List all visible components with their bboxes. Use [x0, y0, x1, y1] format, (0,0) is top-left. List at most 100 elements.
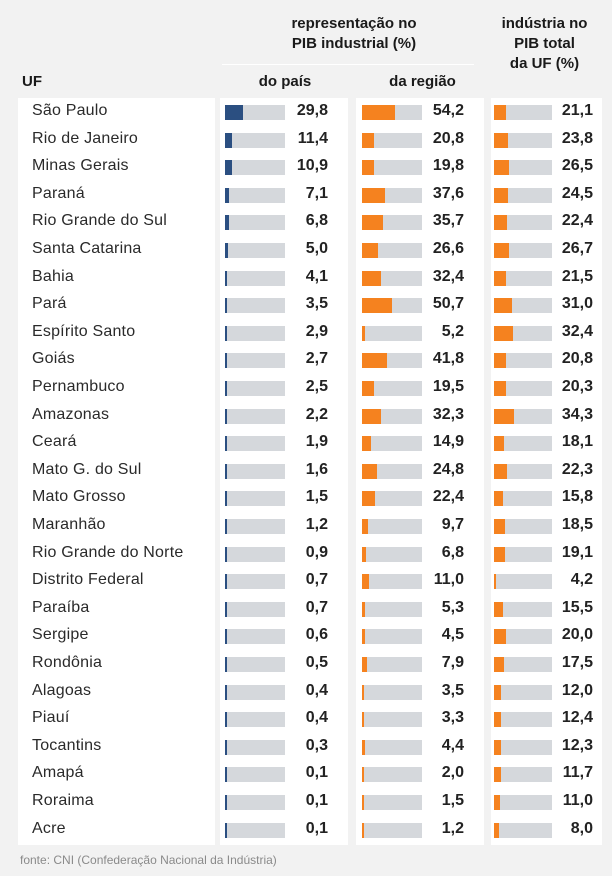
state-name: Tocantins — [32, 736, 102, 754]
value-label-industria: 11,7 — [562, 764, 593, 782]
bar-regiao — [362, 436, 371, 452]
bar-track-industria — [494, 270, 552, 286]
bar-industria — [494, 712, 502, 728]
bar-pais — [225, 132, 232, 148]
state-name: Amazonas — [32, 405, 110, 423]
bar-track-pais — [225, 160, 285, 176]
bar-track-industria — [494, 463, 552, 479]
state-name: Rio de Janeiro — [32, 129, 138, 147]
header-group-title-line2: PIB industrial (%) — [291, 35, 417, 52]
bar-track-pais — [225, 132, 285, 148]
header-group-title-line1: representação no — [291, 15, 417, 32]
column-bg-uf — [18, 98, 215, 845]
state-name: Distrito Federal — [32, 571, 144, 589]
bar-regiao — [362, 822, 364, 838]
bar-industria — [494, 519, 505, 534]
state-name: Roraima — [32, 792, 94, 809]
bar-regiao — [362, 574, 369, 590]
bar-track-industria — [494, 160, 552, 176]
bar-pais — [225, 795, 227, 810]
value-label-industria: 21,1 — [561, 102, 593, 119]
bar-regiao — [362, 270, 382, 286]
value-label-industria: 17,5 — [561, 654, 593, 671]
table-row: Amazonas 2,2 32,3 34,3 — [0, 402, 612, 430]
table-row: Maranhão 1,2 9,7 18,5 — [0, 512, 612, 540]
bar-track-regiao — [362, 629, 422, 645]
bar-regiao — [362, 629, 365, 645]
bar-pais — [225, 519, 227, 534]
bar-pais — [225, 408, 227, 424]
bar-track-regiao — [362, 712, 422, 728]
bar-pais — [225, 436, 227, 452]
state-name: Goiás — [32, 350, 75, 368]
value-label-pais: 2,7 — [305, 350, 328, 368]
bar-track-pais — [225, 684, 285, 700]
bar-track-pais — [225, 712, 285, 728]
state-name: Sergipe — [32, 626, 89, 644]
bar-track-pais — [225, 436, 285, 452]
value-label-industria: 26,5 — [561, 157, 593, 175]
table-row: Paraíba 0,7 5,3 15,5 — [0, 595, 612, 623]
bar-track-pais — [225, 353, 285, 369]
bar-regiao — [362, 795, 364, 810]
value-label-industria: 23,8 — [561, 129, 593, 147]
value-label-industria: 19,1 — [561, 543, 593, 561]
value-label-pais: 0,1 — [305, 792, 328, 809]
bar-pais — [225, 463, 227, 479]
header-col-industria-line2: PIB total — [514, 35, 575, 52]
bar-track-regiao — [362, 436, 422, 452]
bar-track-regiao — [362, 243, 422, 258]
value-label-industria: 21,5 — [561, 267, 593, 285]
state-name: São Paulo — [32, 102, 108, 119]
bar-track-pais — [225, 491, 285, 507]
bar-industria — [494, 684, 501, 700]
table-row: Piauí 0,4 3,3 12,4 — [0, 705, 612, 733]
value-label-pais: 0,9 — [305, 543, 328, 561]
value-label-regiao: 7,9 — [441, 654, 464, 671]
value-label-industria: 15,8 — [561, 488, 593, 506]
bar-track-industria — [494, 795, 552, 810]
value-label-pais: 0,4 — [305, 709, 328, 727]
bar-regiao — [362, 739, 365, 755]
value-label-industria: 24,5 — [561, 184, 593, 202]
value-label-regiao: 5,2 — [441, 322, 464, 340]
bar-track-industria — [494, 574, 552, 590]
bar-track-pais — [225, 795, 285, 810]
bar-track-pais — [225, 243, 285, 258]
value-label-pais: 3,5 — [305, 295, 328, 313]
state-name: Ceará — [32, 433, 77, 451]
bar-industria — [494, 215, 507, 231]
value-label-industria: 11,0 — [562, 792, 593, 809]
bar-track-pais — [225, 767, 285, 783]
state-name: Rio Grande do Sul — [32, 212, 168, 230]
bar-industria — [494, 436, 505, 452]
table-row: Tocantins 0,3 4,4 12,3 — [0, 733, 612, 761]
header-group-title: representação no PIB industrial (%) — [225, 14, 483, 54]
value-label-regiao: 5,3 — [441, 598, 464, 616]
bar-track-industria — [494, 491, 552, 507]
bar-track-industria — [494, 243, 552, 258]
bar-pais — [225, 657, 227, 672]
bar-track-regiao — [362, 105, 422, 120]
bar-track-industria — [494, 132, 552, 148]
value-label-pais: 4,1 — [305, 267, 328, 285]
value-label-pais: 11,4 — [297, 129, 328, 147]
value-label-regiao: 3,5 — [441, 681, 464, 699]
value-label-industria: 22,3 — [561, 460, 593, 478]
value-label-pais: 0,7 — [305, 571, 328, 589]
bar-pais — [225, 215, 230, 231]
bar-track-regiao — [362, 657, 422, 672]
value-label-regiao: 19,8 — [432, 157, 464, 175]
bar-industria — [494, 822, 499, 838]
bar-track-regiao — [362, 795, 422, 810]
table-row: Bahia 4,1 32,4 21,5 — [0, 264, 612, 292]
bar-pais — [225, 381, 227, 396]
value-label-industria: 20,8 — [561, 350, 593, 368]
bar-track-pais — [225, 822, 285, 838]
source-note: fonte: CNI (Confederação Nacional da Ind… — [20, 853, 277, 867]
value-label-industria: 22,4 — [561, 212, 593, 230]
state-name: Santa Catarina — [32, 240, 142, 257]
value-label-industria: 12,0 — [561, 681, 593, 699]
table-row: Pará 3,5 50,7 31,0 — [0, 291, 612, 319]
table-row: Rondônia 0,5 7,9 17,5 — [0, 650, 612, 678]
